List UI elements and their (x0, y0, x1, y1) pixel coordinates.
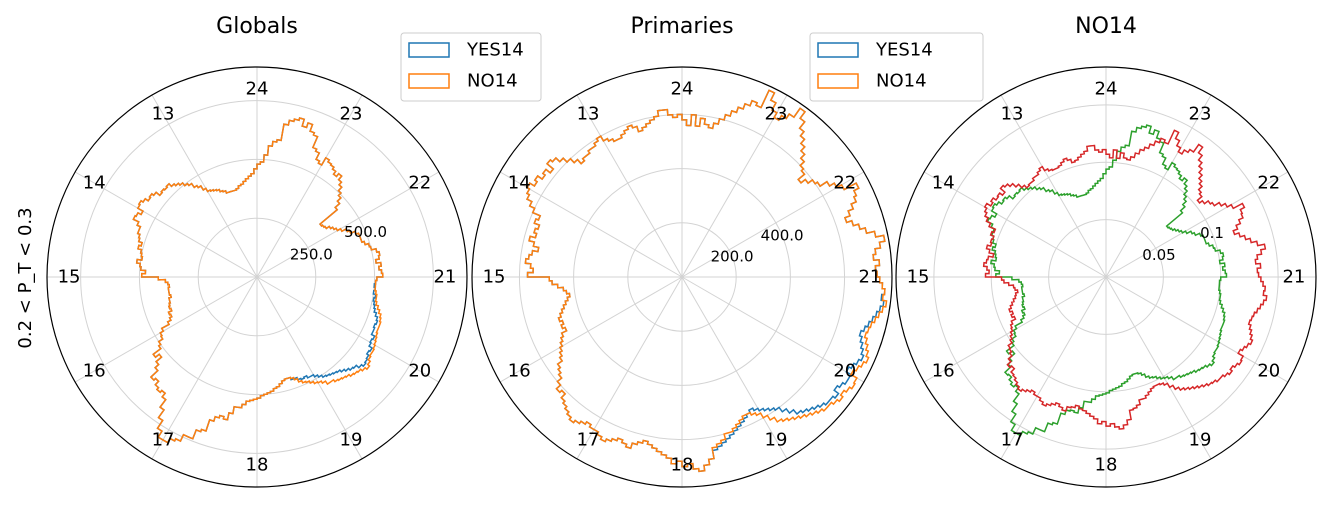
series-outline-globals (986, 124, 1228, 437)
sector-label: 16 (83, 360, 106, 381)
sector-label: 18 (246, 454, 269, 475)
sector-label: 21 (433, 267, 456, 288)
sector-label: 16 (932, 360, 955, 381)
sector-label: 23 (1189, 104, 1212, 125)
legend-swatch (817, 73, 859, 89)
sector-label: 18 (1095, 454, 1118, 475)
panel-title: Globals (216, 14, 298, 39)
sector-label: 22 (1257, 173, 1280, 194)
sector-label: 20 (1257, 360, 1280, 381)
grid-spoke (681, 171, 865, 278)
sector-label: 23 (765, 104, 788, 125)
legend-label: YES14 (875, 40, 933, 61)
legend-swatch (408, 42, 450, 58)
grid-spoke (74, 276, 258, 383)
sector-label: 17 (152, 429, 175, 450)
legend-swatch (408, 73, 450, 89)
sector-label: 22 (408, 173, 431, 194)
grid-spoke (681, 94, 788, 278)
sector-label: 15 (58, 267, 81, 288)
series-outline-no14 (132, 117, 384, 444)
legend-swatch (817, 42, 859, 58)
radial-tick-label: 200.0 (711, 247, 754, 265)
grid-spoke (1000, 276, 1107, 460)
legend-box (809, 32, 984, 102)
sector-label: 24 (246, 79, 269, 100)
polar-panel-globals: 21 22 23 24 13 14 15 16 17 18 19 20 250.0 500.0 Global… (46, 14, 542, 488)
sector-label: 16 (508, 360, 531, 381)
sector-label: 20 (408, 360, 431, 381)
legend-label: YES14 (466, 40, 524, 61)
sector-label: 13 (152, 104, 175, 125)
polar-panel-primaries: 21 22 23 24 13 14 15 16 17 18 19 20 200.0 400.0 Primar… (471, 14, 984, 488)
grid-spoke (151, 276, 258, 460)
grid-spoke (1000, 94, 1107, 278)
polar-frame (46, 66, 468, 488)
radial-tick-label: 0.05 (1142, 246, 1175, 264)
sector-label: 21 (1282, 267, 1305, 288)
grid-spoke (681, 276, 865, 383)
grid-spoke (1105, 171, 1289, 278)
series-outline-primaries (982, 129, 1268, 430)
grid-spoke (151, 94, 258, 278)
grid-spoke (499, 171, 683, 278)
grid-spoke (1105, 276, 1289, 383)
sector-label: 17 (1001, 429, 1024, 450)
panel-title: Primaries (630, 14, 733, 39)
legend: YES14 NO14 (809, 32, 984, 102)
sector-label: 24 (1095, 79, 1118, 100)
polar-frame (895, 66, 1317, 488)
sector-label: 20 (833, 360, 856, 381)
sector-label: 14 (932, 173, 955, 194)
radial-tick-label: 400.0 (761, 227, 804, 245)
grid-spoke (923, 171, 1107, 278)
sector-label: 14 (508, 173, 531, 194)
grid-spoke (576, 94, 683, 278)
sector-label: 14 (83, 173, 106, 194)
sector-label: 17 (577, 429, 600, 450)
grid-spoke (74, 171, 258, 278)
sector-label: 22 (833, 173, 856, 194)
sector-label: 13 (577, 104, 600, 125)
polar-panel-no14: 21 22 23 24 13 14 15 16 17 18 19 20 0.05 0.1 NO14 (895, 14, 1317, 488)
panel-title: NO14 (1075, 14, 1137, 39)
radial-tick-label: 500.0 (344, 223, 387, 241)
sector-label: 18 (671, 454, 694, 475)
grid-spoke (681, 276, 788, 460)
legend-box (400, 32, 542, 102)
series-outline-yes14 (524, 89, 886, 473)
series-outline-yes14 (132, 117, 384, 444)
legend-label: NO14 (876, 71, 927, 92)
grid-spoke (256, 171, 440, 278)
polar-frame (471, 66, 893, 488)
sector-label: 19 (340, 429, 363, 450)
sector-label: 19 (1189, 429, 1212, 450)
radial-tick-label: 0.1 (1200, 224, 1224, 242)
grid-spoke (256, 276, 363, 460)
sector-label: 21 (858, 267, 881, 288)
series-outline-no14 (524, 89, 888, 473)
grid-spoke (256, 94, 363, 278)
sector-label: 15 (483, 267, 506, 288)
radial-tick-label: 250.0 (290, 246, 333, 264)
grid-spoke (499, 276, 683, 383)
sector-label: 19 (765, 429, 788, 450)
grid-spoke (256, 276, 440, 383)
legend: YES14 NO14 (400, 32, 542, 102)
legend-label: NO14 (467, 71, 518, 92)
sector-label: 24 (671, 79, 694, 100)
figure-ylabel: 0.2 < P_T < 0.3 (15, 207, 36, 348)
sector-label: 13 (1001, 104, 1024, 125)
sector-label: 23 (340, 104, 363, 125)
grid-spoke (1105, 276, 1212, 460)
grid-spoke (576, 276, 683, 460)
grid-spoke (1105, 94, 1212, 278)
sector-label: 15 (907, 267, 930, 288)
